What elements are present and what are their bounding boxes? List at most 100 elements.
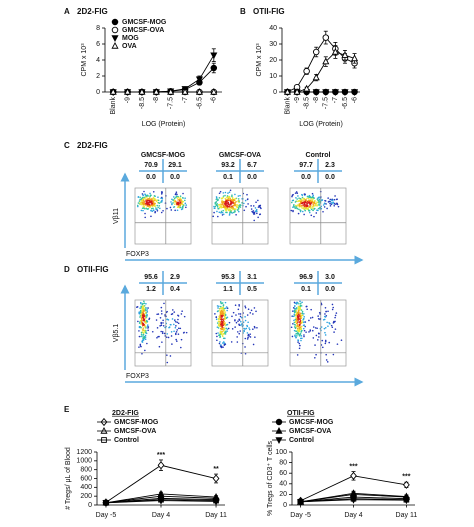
y-axis-label: CPM x 10³ <box>256 43 263 77</box>
cell-dot <box>310 202 312 205</box>
cell-dot <box>335 198 338 201</box>
cell-dot <box>323 202 326 205</box>
cell-dot <box>234 326 236 328</box>
cell-dot <box>162 319 164 322</box>
cell-dot <box>320 303 323 306</box>
cell-dot <box>179 197 181 199</box>
quadrant-value: 0.0 <box>301 174 311 181</box>
cell-dot <box>319 206 321 209</box>
cell-dot <box>302 204 305 206</box>
cell-dot <box>299 197 302 200</box>
cell-dot <box>231 194 233 196</box>
cell-dot <box>170 201 172 203</box>
cell-dot <box>219 333 221 336</box>
cell-dot <box>151 205 154 208</box>
cell-dot <box>332 202 334 205</box>
cell-dot <box>256 326 258 329</box>
cell-dot <box>299 308 302 311</box>
cell-dot <box>224 331 226 334</box>
data-point <box>124 87 132 95</box>
cell-dot <box>294 318 297 321</box>
cell-dot <box>226 200 228 203</box>
y-tick-label: 200 <box>80 493 92 500</box>
density-dots <box>136 300 188 364</box>
cell-dot <box>223 341 225 343</box>
cell-dot <box>337 205 340 208</box>
cell-dot <box>138 200 141 202</box>
cell-dot <box>226 196 228 199</box>
cell-dot <box>162 324 165 327</box>
cell-dot <box>164 314 166 316</box>
cell-dot <box>166 207 168 210</box>
cell-dot <box>237 210 240 213</box>
cell-dot <box>301 193 303 196</box>
cell-dot <box>244 319 247 322</box>
data-point <box>349 497 358 504</box>
cell-dot <box>173 201 176 203</box>
cell-dot <box>247 336 249 339</box>
cell-dot <box>173 330 175 333</box>
cell-dot <box>297 325 299 327</box>
y-tick-label: 40 <box>269 25 277 32</box>
density-dots <box>136 190 188 219</box>
cell-dot <box>171 318 174 320</box>
data-point <box>303 84 311 92</box>
cell-dot <box>214 205 217 208</box>
cell-dot <box>216 206 219 208</box>
cell-dot <box>299 344 301 347</box>
cell-dot <box>247 321 249 324</box>
y-tick-label: 60 <box>279 470 287 477</box>
cell-dot <box>140 320 143 322</box>
cell-dot <box>161 341 163 343</box>
cell-dot <box>221 313 224 315</box>
cell-dot <box>217 310 220 312</box>
cell-dot <box>309 196 312 198</box>
cell-dot <box>307 196 310 198</box>
cell-dot <box>239 313 242 315</box>
cell-dot <box>292 315 295 318</box>
y-tick-label: 2 <box>96 73 100 80</box>
cell-dot <box>212 215 215 218</box>
x-tick-label: -6.5 <box>196 97 203 109</box>
cell-dot <box>246 332 249 334</box>
cell-dot <box>301 301 303 304</box>
cell-dot <box>247 334 249 337</box>
y-tick-label: 20 <box>279 491 287 498</box>
cell-dot <box>237 198 240 200</box>
quadrant-value: 0.1 <box>223 174 233 181</box>
x-tick-label: -6 <box>351 97 358 103</box>
cell-dot <box>244 352 247 355</box>
cell-dot <box>222 314 224 317</box>
cell-dot <box>213 207 216 209</box>
quadrant-value: 70.9 <box>144 162 158 169</box>
cell-dot <box>333 204 335 207</box>
cell-dot <box>315 202 318 205</box>
x-tick-label: Day 4 <box>152 512 170 519</box>
cell-dot <box>324 306 327 309</box>
cell-dot <box>160 324 163 327</box>
cell-dot <box>153 205 156 207</box>
cell-dot <box>156 327 159 329</box>
cell-dot <box>145 204 147 206</box>
x-axis-label: FOXP3 <box>126 373 149 380</box>
cell-dot <box>312 194 315 197</box>
cell-dot <box>144 349 146 352</box>
cell-dot <box>300 328 303 330</box>
cell-dot <box>222 195 225 197</box>
cell-dot <box>160 306 163 309</box>
cell-dot <box>177 199 179 201</box>
data-point <box>312 89 320 97</box>
cell-dot <box>311 192 314 195</box>
cell-dot <box>161 196 163 199</box>
cell-dot <box>143 318 145 320</box>
cell-dot <box>308 331 310 333</box>
cell-dot <box>147 307 149 309</box>
cell-dot <box>140 313 143 316</box>
data-point <box>109 87 117 95</box>
cell-dot <box>321 199 323 202</box>
cell-dot <box>325 310 327 313</box>
cell-dot <box>185 206 187 209</box>
cell-dot <box>223 201 225 204</box>
cell-dot <box>141 309 143 312</box>
